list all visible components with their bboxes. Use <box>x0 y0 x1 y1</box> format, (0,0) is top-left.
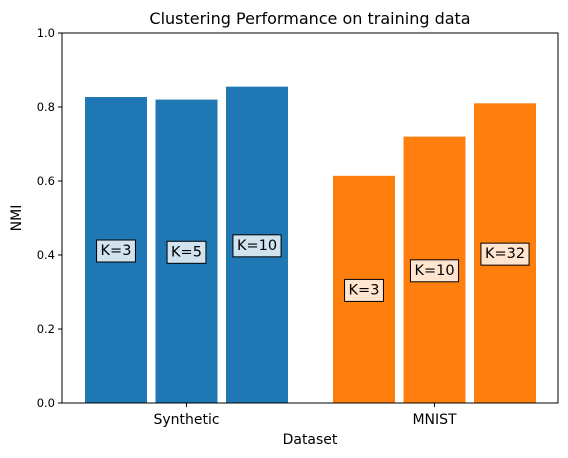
bar-label-box-mnist-k10 <box>409 259 460 283</box>
y-axis-label: NMI <box>9 205 25 232</box>
bar-label-synthetic-k10: K=10 <box>237 238 277 254</box>
bar-label-box-mnist-k3 <box>344 278 384 302</box>
x-axis-label: Dataset <box>283 432 338 448</box>
bar-label-box-synthetic-k5 <box>166 240 207 264</box>
y-tick-label: 0.8 <box>37 100 55 114</box>
y-tick-label: 0.6 <box>37 174 55 188</box>
y-tick-label: 0.2 <box>37 322 55 336</box>
bar-label-box-mnist-k32 <box>480 242 530 266</box>
bar-label-synthetic-k5: K=5 <box>171 244 202 260</box>
y-tick-label: 0.4 <box>37 248 55 262</box>
bar-labels-layer: K=3 K=5 K=10 K=3 K=10 K=32 <box>96 234 530 302</box>
bar-label-mnist-k3: K=3 <box>349 282 380 298</box>
x-tick-label-synthetic: Synthetic <box>153 412 219 428</box>
x-tick-label-mnist: MNIST <box>412 412 457 428</box>
bar-label-mnist-k10: K=10 <box>414 263 454 279</box>
bars-layer <box>85 86 536 404</box>
bar-label-box-synthetic-k10 <box>232 234 282 258</box>
bar-label-box-synthetic-k3 <box>96 239 136 263</box>
y-tick-label: 0.0 <box>37 396 55 410</box>
chart-title: Clustering Performance on training data <box>149 9 470 28</box>
axes-layer: 0.0 0.2 0.4 0.6 0.8 1.0 Synthetic MNIST <box>37 26 559 428</box>
y-tick-label: 1.0 <box>37 26 55 40</box>
bar-label-mnist-k32: K=32 <box>485 246 525 262</box>
plot-frame <box>61 32 559 404</box>
bar-label-synthetic-k3: K=3 <box>101 243 132 259</box>
